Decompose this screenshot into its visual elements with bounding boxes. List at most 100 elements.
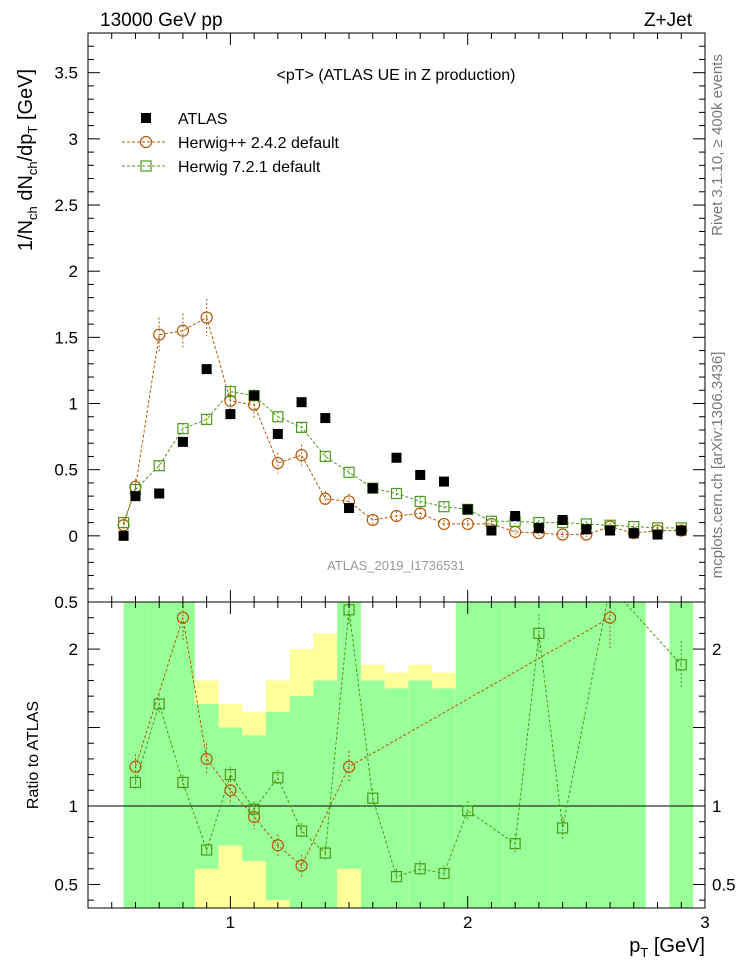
main-atlas-point (676, 525, 687, 536)
green-band (479, 602, 504, 908)
main-atlas-point (462, 504, 473, 515)
green-band (503, 602, 528, 908)
main-y-axis-label: 1/Nch dNch/dpT [GeV] (15, 69, 40, 251)
x-tick-label: 1 (226, 913, 235, 932)
y-tick-label: 0.5 (54, 593, 78, 612)
green-band (598, 602, 622, 908)
main-atlas-point (118, 530, 129, 541)
green-band (669, 602, 694, 908)
main-atlas-point (249, 390, 260, 401)
ratio-herwig-7-2-1-default-point (675, 659, 687, 671)
main-herwig-2-4-2-default-point (556, 528, 569, 541)
main-herwig-7-2-1-default-point (117, 517, 130, 529)
green-band (194, 704, 219, 869)
main-atlas-point (438, 476, 449, 487)
green-band (218, 727, 243, 846)
green-band (408, 680, 433, 908)
main-herwig-2-4-2-default-point (153, 328, 166, 341)
y-tick-label: 2.5 (54, 196, 78, 215)
ratio-herwig-2-4-2-default-point (248, 810, 261, 824)
y-tick-label: 1 (69, 395, 78, 414)
ratio-y-tick-label: 1 (69, 797, 78, 816)
main-atlas-point (486, 525, 497, 536)
main-herwig-2-4-2-default-point (319, 492, 332, 505)
ratio-herwig-2-4-2-default-point (342, 760, 356, 773)
ratio-y-tick-label-right: 0.5 (712, 875, 736, 894)
ratio-y-axis-label: Ratio to ATLAS (25, 701, 42, 809)
green-band (432, 688, 456, 908)
ratio-plot-panel: 1 2 30.5 0.51 12 2 Ratio to ATLAS pT [GeV] (25, 581, 736, 960)
main-atlas-point (344, 503, 355, 514)
chart-title: <pT> (ATLAS UE in Z production) (277, 67, 516, 84)
main-herwig-2-4-2-default-point (271, 456, 284, 470)
ratio-y-tick-label: 2 (69, 640, 78, 659)
y-tick-label: 1.5 (54, 328, 78, 347)
main-herwig-2-4-2-default-point (176, 324, 190, 337)
ratio-herwig-7-2-1-default-point (272, 772, 284, 784)
main-atlas-point (225, 409, 236, 420)
ratio-herwig-7-2-1-default-point (153, 698, 165, 710)
ratio-herwig-7-2-1-default-point (390, 871, 403, 883)
main-herwig-2-4-2-default-point (295, 449, 308, 462)
main-atlas-point (177, 436, 188, 447)
green-band (574, 602, 599, 908)
x-axis-label: pT [GeV] (629, 935, 705, 960)
main-herwig-7-2-1-default-point (177, 423, 189, 435)
mcplots-source-label: mcplots.cern.ch [arXiv:1306.3436] (709, 352, 726, 579)
main-herwig-7-2-1-default-line (123, 391, 682, 529)
main-herwig-2-4-2-default-line (123, 316, 682, 535)
ratio-herwig-7-2-1-default-point (367, 792, 379, 804)
header-process-label: Z+Jet (644, 10, 693, 31)
main-plot-panel: 0 0.5 1 1.5 2 2.5 3 3.5 0.5 <pT> (ATLAS UE in Z … (15, 32, 706, 612)
main-data-marks (117, 298, 688, 541)
y-tick-label: 0.5 (54, 461, 78, 480)
main-herwig-2-4-2-default-point (509, 525, 522, 538)
ratio-herwig-7-2-1-default-point (438, 867, 450, 880)
ratio-herwig-7-2-1-default-point (462, 805, 474, 817)
ratio-herwig-7-2-1-default-point (177, 776, 189, 789)
ratio-herwig-2-4-2-default-point (129, 760, 142, 773)
ratio-y-tick-label: 0.5 (54, 875, 78, 894)
green-band (550, 602, 575, 908)
ratio-herwig-7-2-1-default-point (295, 825, 308, 837)
ratio-herwig-7-2-1-default-point (509, 838, 521, 850)
ratio-herwig-7-2-1-default-point (319, 847, 331, 859)
ratio-y-tick-label-right: 2 (712, 640, 721, 659)
x-tick-label: 3 (700, 913, 709, 932)
main-herwig-7-2-1-default-point (272, 411, 284, 423)
main-herwig-7-2-1-default-point (295, 421, 308, 433)
main-herwig-2-4-2-default-point (414, 507, 427, 520)
green-band (527, 602, 551, 908)
main-atlas-point (605, 525, 616, 536)
ratio-herwig-7-2-1-default-point (414, 863, 426, 875)
ratio-herwig-7-2-1-default-point (605, 581, 615, 591)
main-herwig-7-2-1-default-point (438, 501, 450, 513)
header-energy-label: 13000 GeV pp (100, 10, 223, 31)
ratio-axes: 1 2 30.5 0.51 12 2 (54, 602, 736, 932)
main-atlas-point (201, 364, 212, 375)
green-band (289, 696, 314, 908)
main-herwig-2-4-2-default-point (461, 517, 474, 531)
ratio-y-tick-label-right: 1 (712, 797, 721, 816)
main-herwig-2-4-2-default-point (200, 311, 213, 324)
analysis-label: ATLAS_2019_I1736531 (327, 558, 465, 573)
main-atlas-point (581, 524, 592, 535)
ratio-herwig-7-2-1-default-point (224, 769, 236, 781)
main-atlas-point (272, 428, 283, 439)
legend-entry: Herwig++ 2.4.2 default (178, 135, 340, 152)
main-atlas-point (652, 529, 663, 540)
main-herwig-2-4-2-default-point (437, 517, 451, 531)
main-herwig-7-2-1-default-point (390, 487, 403, 500)
y-tick-label: 3 (69, 130, 78, 149)
ratio-herwig-7-2-1-default-line (135, 602, 682, 878)
ratio-herwig-2-4-2-default-point (603, 611, 617, 624)
ratio-herwig-2-4-2-default-point (271, 839, 284, 852)
main-herwig-7-2-1-default-point (224, 386, 236, 398)
ratio-herwig-7-2-1-default-point (129, 776, 142, 789)
green-band (621, 602, 646, 908)
main-herwig-2-4-2-default-point (390, 509, 403, 523)
main-herwig-7-2-1-default-point (201, 413, 213, 425)
main-atlas-point (557, 514, 568, 525)
main-atlas-point (367, 483, 378, 494)
